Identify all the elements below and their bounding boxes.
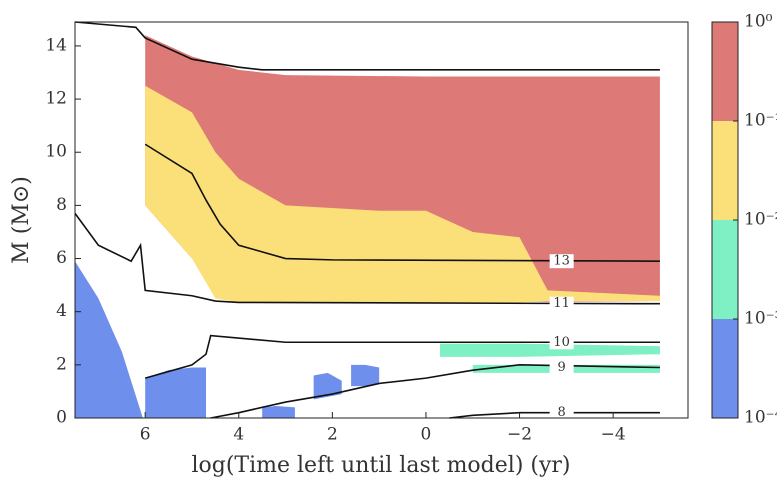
label-bg: [549, 296, 574, 311]
label-bg: [549, 335, 574, 350]
line-label: 9: [558, 360, 566, 375]
mass-line: [449, 411, 660, 419]
x-tick-label: 6: [140, 425, 151, 445]
mixing-region: [262, 406, 295, 418]
mixing-region: [75, 261, 143, 418]
mass-line: [74, 21, 660, 71]
colorbar-tick-label: 10⁻³: [744, 309, 777, 329]
y-tick-label: 4: [56, 301, 67, 321]
y-tick-label: 12: [45, 89, 67, 109]
line-label: 8: [558, 405, 566, 420]
y-axis-label: M (M⊙): [9, 176, 34, 264]
line-label: 10: [553, 335, 570, 350]
label-bg: [549, 405, 574, 420]
colorbar-tick-label: 10⁰: [744, 12, 773, 32]
mixing-region: [145, 85, 660, 303]
colorbar-tick-label: 10⁻⁴: [744, 408, 777, 428]
y-tick-label: 2: [56, 354, 67, 374]
label-bg: [549, 360, 574, 375]
line-label: 13: [553, 254, 570, 269]
mixing-region: [145, 367, 207, 418]
x-tick-label: 4: [233, 425, 244, 445]
line-label: 11: [553, 296, 570, 311]
mass-line: [144, 143, 660, 262]
mass-line: [144, 334, 660, 379]
x-tick-label: −2: [507, 425, 532, 445]
x-tick-label: 0: [421, 425, 432, 445]
colorbar-segment: [712, 22, 738, 121]
mass-line: [74, 212, 660, 305]
colorbar-tick-label: 10⁻²: [744, 210, 777, 230]
x-tick-label: 2: [327, 425, 338, 445]
y-tick-label: 8: [56, 195, 67, 215]
x-axis-label: log(Time left until last model) (yr): [191, 453, 570, 478]
y-tick-label: 0: [56, 408, 67, 428]
y-tick-label: 10: [45, 142, 67, 162]
mixing-region: [351, 364, 380, 387]
mass-line: [210, 364, 660, 419]
colorbar-segment: [712, 319, 738, 418]
y-tick-label: 6: [56, 248, 67, 268]
colorbar-segment: [712, 121, 738, 220]
mixing-region: [439, 343, 660, 357]
y-tick-label: 14: [45, 35, 67, 55]
label-bg: [549, 254, 574, 269]
plot-frame: [74, 21, 689, 419]
colorbar-tick-label: 10⁻¹: [744, 111, 777, 131]
colorbar-segment: [712, 220, 738, 319]
x-tick-label: −4: [601, 425, 626, 445]
